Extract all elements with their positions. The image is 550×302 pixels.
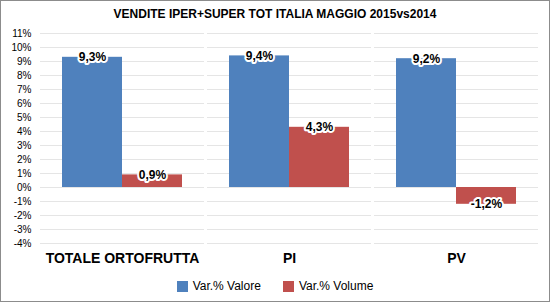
svg-text:PI: PI xyxy=(283,250,296,266)
svg-text:-1,2%: -1,2% xyxy=(471,197,503,211)
svg-text:9,4%: 9,4% xyxy=(246,49,274,63)
html-text:Var.% Volume: Var.% Volume xyxy=(298,279,374,293)
svg-text:4,3%: 4,3% xyxy=(306,120,334,134)
svg-text:4%: 4% xyxy=(17,126,32,137)
svg-text:TOTALE ORTOFRUTTA: TOTALE ORTOFRUTTA xyxy=(46,250,200,266)
svg-text:0,9%: 0,9% xyxy=(139,168,167,182)
svg-text:-3%: -3% xyxy=(14,224,32,235)
html-text:Var.% Valore: Var.% Valore xyxy=(192,279,261,293)
svg-text:PV: PV xyxy=(447,250,466,266)
svg-text:7%: 7% xyxy=(17,84,32,95)
svg-text:1%: 1% xyxy=(17,168,32,179)
html-text:VENDITE IPER+SUPER TOT ITALIA: VENDITE IPER+SUPER TOT ITALIA MAGGIO 201… xyxy=(113,7,437,21)
svg-text:2%: 2% xyxy=(17,154,32,165)
svg-text:-4%: -4% xyxy=(14,238,32,249)
svg-text:8%: 8% xyxy=(17,70,32,81)
svg-text:3%: 3% xyxy=(17,140,32,151)
svg-text:-2%: -2% xyxy=(14,210,32,221)
svg-text:10%: 10% xyxy=(11,42,31,53)
svg-text:0%: 0% xyxy=(17,182,32,193)
svg-text:5%: 5% xyxy=(17,112,32,123)
svg-text:6%: 6% xyxy=(17,98,32,109)
svg-text:9,2%: 9,2% xyxy=(413,52,441,66)
svg-text:9,3%: 9,3% xyxy=(79,50,107,64)
svg-text:11%: 11% xyxy=(12,28,31,39)
svg-text:9%: 9% xyxy=(17,56,32,67)
svg-text:-1%: -1% xyxy=(14,196,32,207)
